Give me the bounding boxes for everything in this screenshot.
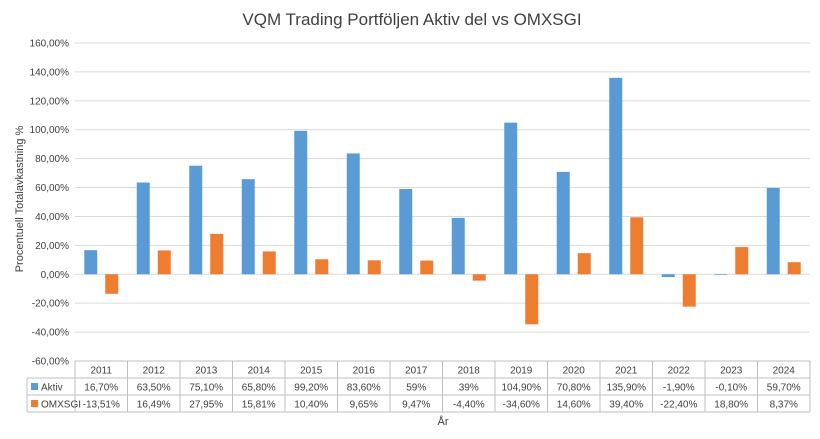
data-label: 16,70% [84, 383, 118, 394]
bar-omxsgi-2011 [105, 274, 119, 294]
bar-aktiv-2023 [714, 274, 728, 275]
y-tick-label: -20,00% [32, 299, 69, 310]
data-label: -4,40% [453, 400, 485, 411]
data-label: 16,49% [137, 400, 171, 411]
data-label: 83,60% [347, 383, 381, 394]
category-label: 2020 [563, 366, 586, 377]
y-axis-ticks: 160,00% 140,00% 120,00% 100,00% 80,00% 60,00%… [30, 39, 70, 368]
bar-omxsgi-2015 [315, 259, 329, 275]
legend-key-omxsgi [31, 400, 38, 407]
y-tick-label: -60,00% [32, 357, 69, 368]
category-label: 2023 [720, 366, 743, 377]
data-label: 70,80% [557, 383, 591, 394]
data-label: -22,40% [660, 400, 697, 411]
bar-aktiv-2020 [556, 171, 570, 275]
data-label: 59% [406, 383, 426, 394]
bars [84, 77, 801, 325]
y-tick-label: 80,00% [35, 154, 69, 165]
category-label: 2021 [615, 366, 638, 377]
bar-omxsgi-2021 [630, 217, 644, 275]
y-tick-label: 20,00% [35, 241, 69, 252]
data-label: 27,95% [189, 400, 223, 411]
data-label: -0,10% [715, 383, 747, 394]
data-label: 8,37% [770, 400, 798, 411]
bar-aktiv-2022 [661, 274, 675, 278]
legend-label: Aktiv [41, 383, 63, 394]
data-label: 135,90% [607, 383, 647, 394]
bar-omxsgi-2018 [472, 274, 486, 281]
bar-omxsgi-2017 [420, 260, 434, 275]
bar-aktiv-2013 [189, 165, 203, 275]
category-label: 2015 [300, 366, 323, 377]
bar-aktiv-2019 [504, 122, 518, 275]
bar-omxsgi-2012 [157, 250, 171, 275]
bar-aktiv-2014 [241, 179, 255, 275]
y-tick-label: 100,00% [30, 125, 70, 136]
bar-aktiv-2024 [766, 187, 780, 275]
data-label: 39,40% [609, 400, 643, 411]
bar-omxsgi-2016 [367, 260, 381, 275]
category-label: 2011 [90, 366, 112, 377]
legend-label: OMXSGI [41, 400, 81, 411]
y-tick-label: 120,00% [30, 96, 70, 107]
category-label: 2017 [405, 366, 428, 377]
bar-aktiv-2011 [84, 250, 98, 275]
y-axis-label: Procentuell Totalavkastning % [14, 126, 26, 273]
data-label: 65,80% [242, 383, 276, 394]
data-label: 75,10% [189, 383, 223, 394]
bar-aktiv-2018 [451, 217, 465, 275]
category-label: 2012 [143, 366, 166, 377]
chart-title: VQM Trading Portföljen Aktiv del vs OMXS… [242, 10, 581, 29]
category-label: 2019 [510, 366, 533, 377]
data-label: 63,50% [137, 383, 171, 394]
data-label: 9,47% [402, 400, 430, 411]
data-label: 10,40% [294, 400, 328, 411]
category-label: 2014 [248, 366, 271, 377]
bar-omxsgi-2013 [210, 233, 224, 275]
legend-key-aktiv [31, 383, 38, 390]
data-label: 9,65% [350, 400, 378, 411]
data-label: 18,80% [714, 400, 748, 411]
category-label: 2024 [773, 366, 796, 377]
gridlines [75, 42, 810, 362]
data-label: 99,20% [294, 383, 328, 394]
y-tick-label: 60,00% [35, 183, 69, 194]
y-tick-label: -40,00% [32, 328, 69, 339]
category-label: 2013 [195, 366, 218, 377]
y-tick-label: 140,00% [30, 67, 70, 78]
category-label: 2016 [353, 366, 376, 377]
data-label: -13,51% [83, 400, 120, 411]
data-label: 59,70% [767, 383, 801, 394]
bar-aktiv-2021 [609, 77, 623, 275]
bar-omxsgi-2022 [682, 274, 696, 307]
data-label: -1,90% [663, 383, 695, 394]
data-label: -34,60% [503, 400, 540, 411]
y-tick-label: 40,00% [35, 212, 69, 223]
category-label: 2022 [668, 366, 691, 377]
bar-omxsgi-2014 [262, 251, 276, 275]
bar-omxsgi-2023 [735, 247, 749, 275]
x-axis-label: År [438, 415, 449, 428]
bar-omxsgi-2020 [577, 253, 591, 275]
bar-aktiv-2015 [294, 130, 308, 275]
data-label: 14,60% [557, 400, 591, 411]
data-label: 15,81% [242, 400, 276, 411]
bar-aktiv-2012 [136, 182, 150, 275]
category-label: 2018 [458, 366, 481, 377]
bar-aktiv-2016 [346, 153, 360, 275]
data-table: 2011 2012 2013 2014 2015 2016 2017 2018 2019 2020… [26, 360, 811, 413]
bar-omxsgi-2019 [525, 274, 539, 325]
bar-omxsgi-2024 [787, 262, 801, 275]
y-tick-label: 0,00% [41, 270, 69, 281]
data-label: 104,90% [502, 383, 542, 394]
y-tick-label: 160,00% [30, 39, 70, 50]
data-label: 39% [459, 383, 479, 394]
bar-aktiv-2017 [399, 188, 413, 275]
